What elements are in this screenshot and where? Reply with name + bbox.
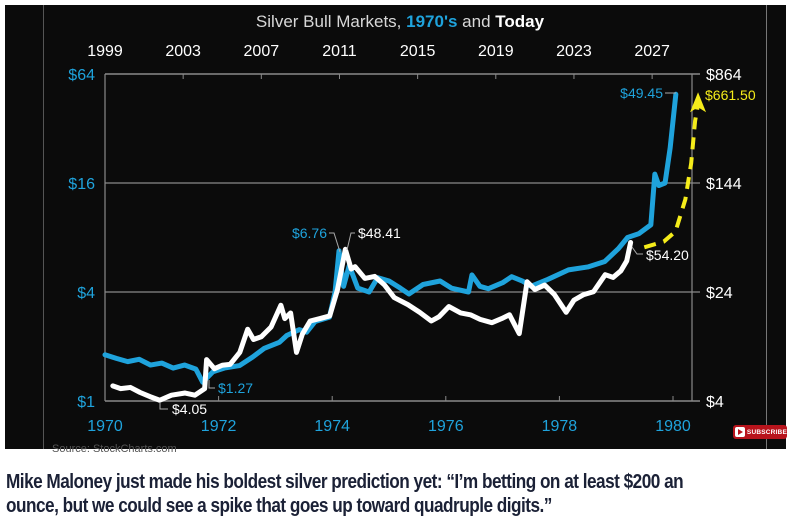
x-top-tick-label: 2011	[322, 43, 357, 60]
annotation-label: $49.45	[620, 85, 663, 101]
y-right-tick-label: $24	[706, 285, 733, 302]
play-icon	[735, 427, 745, 437]
frame-divider-left	[43, 5, 44, 449]
y-right-tick-label: $144	[706, 176, 742, 193]
x-top-tick-label: 2023	[556, 43, 592, 60]
annotation-label: $1.27	[218, 380, 253, 396]
article-caption[interactable]: Mike Maloney just made his boldest silve…	[6, 470, 793, 518]
subscribe-badge[interactable]: SUBSCRIBE	[733, 425, 787, 439]
annotation-label: $661.50	[705, 87, 756, 103]
caption-line: ounce, but we could see a spike that goe…	[6, 495, 552, 517]
x-top-tick-label: 1999	[87, 43, 123, 60]
x-bottom-tick-label: 1978	[542, 418, 578, 435]
annotation-leader	[208, 380, 215, 389]
annotation-label: $48.41	[358, 225, 401, 241]
y-left-tick-label: $64	[68, 67, 95, 84]
y-left-tick-label: $1	[77, 394, 95, 411]
chart-frame	[5, 5, 786, 449]
chart-title: Silver Bull Markets, 1970's and Today	[256, 12, 545, 31]
annotation-leader	[346, 232, 355, 251]
x-top-tick-label: 2007	[244, 43, 280, 60]
x-bottom-tick-label: 1972	[201, 418, 237, 435]
x-top-tick-label: 2015	[400, 43, 436, 60]
forecast-line	[643, 103, 701, 250]
x-bottom-tick-label: 1976	[428, 418, 464, 435]
x-top-tick-label: 2019	[478, 43, 514, 60]
annotation-label: $6.76	[292, 225, 327, 241]
x-bottom-tick-label: 1974	[314, 418, 350, 435]
y-left-tick-label: $16	[68, 176, 95, 193]
source-note: Source: StockCharts.com	[52, 443, 177, 455]
y-left-tick-label: $4	[77, 285, 95, 302]
annotation-leader	[329, 232, 341, 253]
caption-line: Mike Maloney just made his boldest silve…	[6, 471, 684, 493]
x-bottom-tick-label: 1970	[87, 418, 123, 435]
annotation-label: $4.05	[172, 401, 207, 417]
series-today-line	[110, 239, 634, 403]
y-right-tick-label: $4	[706, 394, 724, 411]
annotation-leader	[631, 246, 643, 255]
annotation-label: $54.20	[646, 247, 689, 263]
annotation-leader	[159, 402, 168, 410]
x-bottom-tick-label: 1980	[655, 418, 691, 435]
forecast-arrowhead	[690, 92, 707, 113]
x-top-tick-label: 2027	[634, 43, 670, 60]
subscribe-label: SUBSCRIBE	[746, 428, 787, 436]
x-top-tick-label: 2003	[165, 43, 201, 60]
y-right-tick-label: $864	[706, 67, 742, 84]
frame-divider-right	[766, 5, 767, 449]
